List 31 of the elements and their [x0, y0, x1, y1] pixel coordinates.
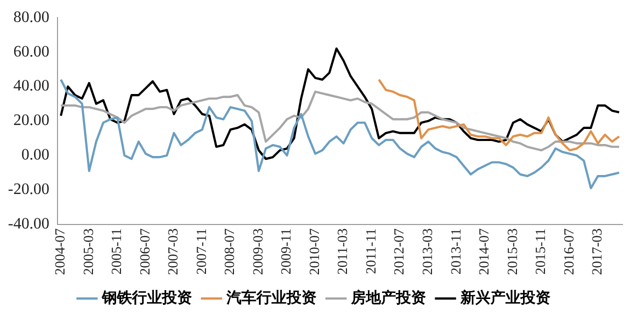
- x-tick-label: 2013-11: [449, 228, 464, 274]
- x-tick-label: 2004-07: [54, 228, 69, 276]
- legend-label: 钢铁行业投资: [101, 288, 192, 306]
- x-tick-label: 2017-03: [590, 228, 606, 276]
- y-tick-label: 60.00: [13, 43, 50, 60]
- legend-label: 汽车行业投资: [226, 288, 316, 306]
- x-tick-label: 2013-03: [421, 228, 436, 276]
- x-tick-label: 2011-03: [336, 228, 352, 274]
- y-tick-label: 40.00: [13, 78, 50, 95]
- x-tick-label: 2014-07: [478, 228, 493, 276]
- x-tick-label: 2005-11: [110, 228, 126, 274]
- x-tick-label: 2015-03: [506, 228, 521, 276]
- y-tick-label: 80.00: [13, 8, 50, 26]
- y-tick-label: -20.00: [8, 181, 50, 198]
- x-tick-label: 2016-07: [562, 228, 578, 276]
- x-tick-label: 2005-03: [82, 228, 97, 276]
- x-tick-label: 2008-07: [223, 228, 238, 276]
- x-tick-label: 2010-07: [308, 228, 323, 276]
- x-tick-label: 2009-03: [251, 228, 266, 276]
- x-tick-label: 2015-11: [534, 228, 550, 274]
- x-tick-label: 2009-11: [280, 228, 295, 274]
- y-tick-label: 0.00: [21, 146, 50, 164]
- legend-label: 新兴产业投资: [460, 288, 550, 306]
- x-tick-label: 2011-11: [364, 228, 380, 274]
- x-tick-label: 2012-07: [392, 228, 408, 276]
- x-tick-label: 2007-03: [166, 228, 182, 276]
- y-tick-label: 20.00: [13, 112, 50, 130]
- x-tick-label: 2006-07: [138, 228, 154, 276]
- y-tick-label: -40.00: [8, 216, 50, 233]
- x-tick-label: 2007-11: [194, 228, 210, 274]
- legend-label: 房地产投资: [350, 288, 426, 306]
